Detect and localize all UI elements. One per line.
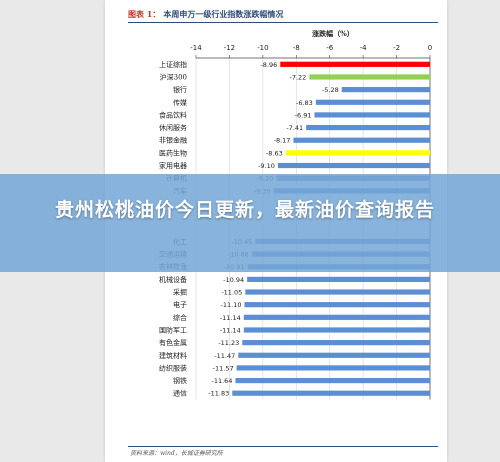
figure-number: 图表 1：: [128, 9, 161, 19]
category-label: 机械设备: [159, 275, 187, 284]
bar: [235, 377, 430, 384]
value-label: -6.83: [296, 99, 313, 107]
bar: [232, 390, 430, 396]
category-label: 休闲服务: [159, 123, 187, 132]
bar: [243, 314, 430, 320]
category-label: 沪深300: [160, 72, 187, 81]
category-label: 传媒: [173, 98, 187, 107]
value-label: -9.10: [258, 162, 275, 170]
value-label: -11.64: [211, 377, 232, 385]
tick-label: -6: [326, 44, 334, 52]
figure-title-text: 本周申万一级行业指数涨跌幅情况: [163, 9, 284, 19]
category-label: 非银金融: [159, 136, 187, 145]
bar: [314, 112, 430, 118]
figure-title: 图表 1： 本周申万一级行业指数涨跌幅情况: [128, 9, 283, 20]
bar: [245, 289, 430, 295]
source-rule: [128, 446, 438, 447]
title-rule: [128, 22, 438, 23]
value-label: -11.47: [214, 352, 235, 360]
value-label: -11.14: [220, 326, 241, 334]
value-label: -7.41: [286, 124, 303, 132]
bar: [280, 61, 430, 67]
value-label: -8.96: [260, 61, 277, 69]
category-label: 建筑材料: [159, 351, 187, 360]
bar: [236, 365, 430, 371]
category-label: 电子: [173, 300, 187, 309]
category-label: 食品饮料: [159, 110, 187, 119]
tick-label: 0: [428, 44, 432, 52]
headline-text: 贵州松桃油价今日更新，最新油价查询报告: [55, 199, 436, 221]
axis-label: 涨跌幅（%）: [312, 29, 354, 38]
category-label: 医药生物: [159, 148, 187, 157]
bar: [242, 340, 430, 346]
bar: [285, 150, 430, 156]
value-label: -11.05: [221, 289, 242, 297]
category-label: 国防军工: [159, 325, 187, 334]
value-label: -7.22: [289, 73, 306, 81]
category-label: 银行: [173, 85, 187, 94]
category-label: 综合: [173, 313, 187, 322]
figure-source: 资料来源：wind，长城证券研究所: [130, 450, 223, 457]
bar: [247, 276, 430, 282]
category-label: 上证综指: [159, 60, 187, 69]
value-label: -11.83: [208, 390, 229, 398]
bar: [306, 124, 430, 131]
value-label: -11.14: [220, 314, 241, 322]
bar: [277, 162, 430, 169]
category-label: 有色金属: [159, 338, 187, 347]
tick-label: -4: [360, 44, 368, 52]
category-label: 通信: [173, 389, 187, 398]
value-label: -8.17: [274, 137, 291, 145]
value-label: -8.63: [266, 149, 283, 157]
bar: [238, 352, 430, 358]
value-label: -10.94: [223, 276, 244, 284]
tick-label: -12: [224, 44, 235, 52]
category-label: 钢铁: [173, 376, 187, 385]
value-label: -11.23: [218, 339, 239, 347]
bar: [309, 74, 430, 80]
bar: [243, 327, 430, 333]
bar: [315, 99, 430, 105]
category-label: 家用电器: [159, 161, 187, 170]
value-label: -5.28: [322, 86, 339, 94]
bar: [341, 87, 430, 93]
headline-banner: [0, 174, 500, 272]
category-label: 采掘: [173, 288, 187, 297]
tick-label: -2: [393, 44, 400, 52]
value-label: -6.91: [295, 111, 312, 119]
bar: [244, 302, 430, 308]
tick-label: -14: [190, 44, 202, 52]
value-label: -11.10: [221, 301, 242, 309]
tick-label: -8: [293, 44, 300, 52]
bar: [293, 137, 430, 143]
category-label: 纺织服装: [159, 363, 187, 372]
tick-label: -10: [257, 44, 268, 52]
value-label: -11.57: [213, 364, 234, 372]
